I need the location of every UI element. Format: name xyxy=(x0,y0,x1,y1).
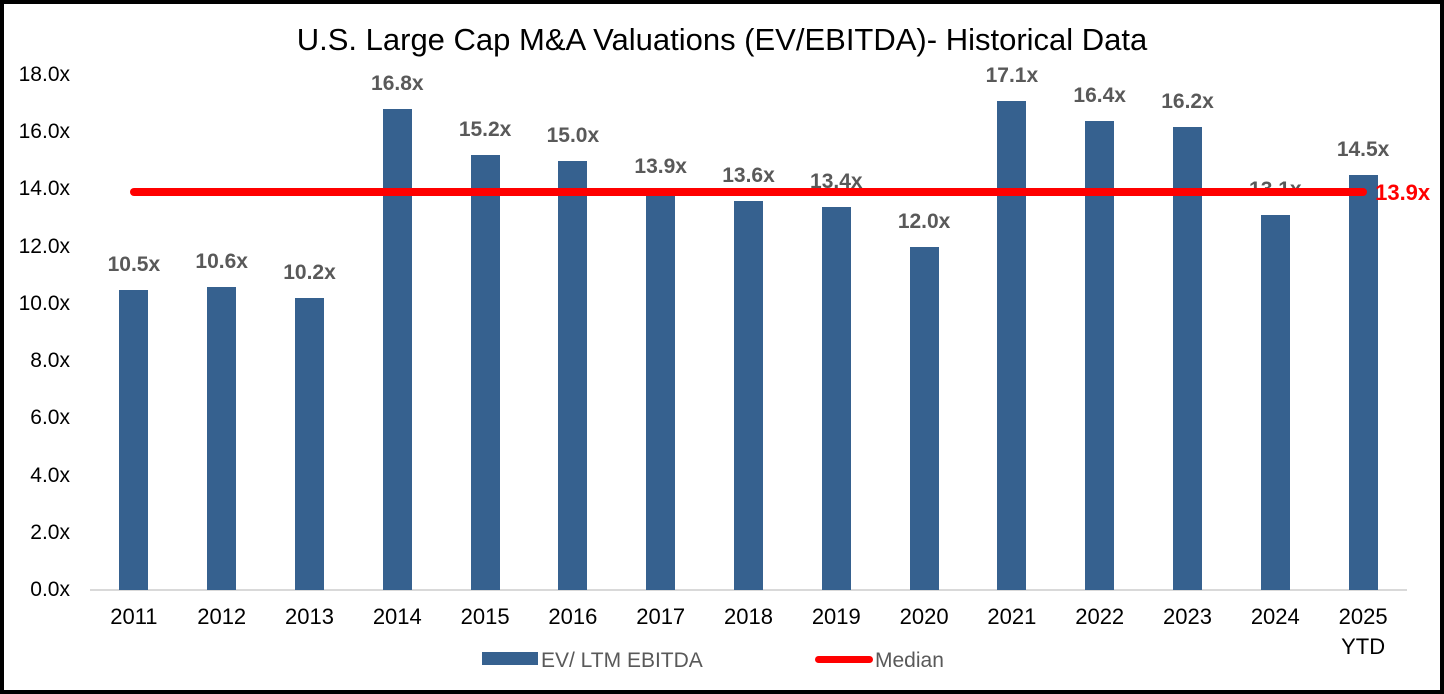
x-axis-label: 2016 xyxy=(548,604,598,629)
bar xyxy=(646,192,676,590)
bar-value-label: 10.6x xyxy=(195,249,248,273)
x-axis-label: 2013 xyxy=(285,604,334,629)
median-line-label: 13.9x xyxy=(1375,180,1431,206)
y-axis-tick-label: 2.0x xyxy=(30,520,70,544)
bar xyxy=(470,155,500,590)
x-axis-label: 2025 YTD xyxy=(1338,604,1388,659)
bar-value-label: 15.0x xyxy=(546,123,600,147)
bar xyxy=(382,109,412,590)
legend-median-line-icon xyxy=(815,656,873,663)
y-axis-tick-label: 16.0x xyxy=(18,120,70,144)
bar-value-label: 13.6x xyxy=(722,163,775,187)
y-axis-tick-label: 14.0x xyxy=(18,177,70,201)
bar-value-label: 10.2x xyxy=(283,261,336,285)
y-axis-tick-label: 10.0x xyxy=(18,291,70,315)
x-axis-label: 2018 xyxy=(724,604,773,629)
chart-title: U.S. Large Cap M&A Valuations (EV/EBITDA… xyxy=(296,22,1148,57)
y-axis-tick-label: 12.0x xyxy=(18,234,70,258)
bar-value-label: 12.0x xyxy=(897,209,951,233)
y-axis-tick-label: 18.0x xyxy=(18,63,70,86)
x-axis-label: 2023 xyxy=(1163,604,1212,629)
bar-value-label: 16.8x xyxy=(371,72,424,96)
bar-value-label: 14.5x xyxy=(1336,138,1390,162)
x-axis-line xyxy=(90,589,1407,591)
x-axis-label: 2019 xyxy=(811,604,861,629)
x-axis-label: 2017 xyxy=(636,604,686,629)
bar xyxy=(1260,215,1290,590)
y-axis-tick-label: 0.0x xyxy=(30,578,70,601)
bar-value-label: 17.1x xyxy=(985,63,1039,87)
x-axis-label: 2011 xyxy=(110,604,158,629)
bar-value-label: 16.4x xyxy=(1073,83,1126,107)
x-axis-label: 2014 xyxy=(372,604,422,629)
x-axis-label: 2015 xyxy=(460,604,510,629)
bar xyxy=(1173,126,1202,590)
y-axis-tick-label: 6.0x xyxy=(30,406,70,430)
bar xyxy=(207,286,237,590)
bar-value-label: 16.2x xyxy=(1161,89,1214,113)
median-line xyxy=(129,188,1368,197)
x-axis-label: 2020 xyxy=(899,604,949,629)
bar xyxy=(295,298,324,590)
y-axis-tick-label: 4.0x xyxy=(30,463,70,487)
bar xyxy=(997,100,1027,590)
legend-median-label: Median xyxy=(875,649,944,672)
bar-value-label: 13.9x xyxy=(634,155,687,179)
bar xyxy=(119,289,149,590)
bar xyxy=(821,206,851,590)
bar xyxy=(734,200,763,590)
x-axis-label: 2022 xyxy=(1075,604,1125,629)
bar-value-label: 13.4x xyxy=(810,169,863,193)
legend-bar-swatch-icon xyxy=(482,652,538,665)
y-axis-tick-label: 8.0x xyxy=(30,349,70,373)
bar xyxy=(1348,175,1378,590)
x-axis-label: 2012 xyxy=(197,604,247,629)
legend-series-label: EV/ LTM EBITDA xyxy=(541,649,703,672)
bar-value-label: 15.2x xyxy=(458,118,512,142)
bar xyxy=(1085,120,1115,590)
x-axis-label: 2024 xyxy=(1250,604,1300,629)
bar-value-label: 10.5x xyxy=(107,252,161,276)
bar xyxy=(909,246,939,590)
bar xyxy=(558,160,588,590)
x-axis-label: 2021 xyxy=(987,604,1037,629)
